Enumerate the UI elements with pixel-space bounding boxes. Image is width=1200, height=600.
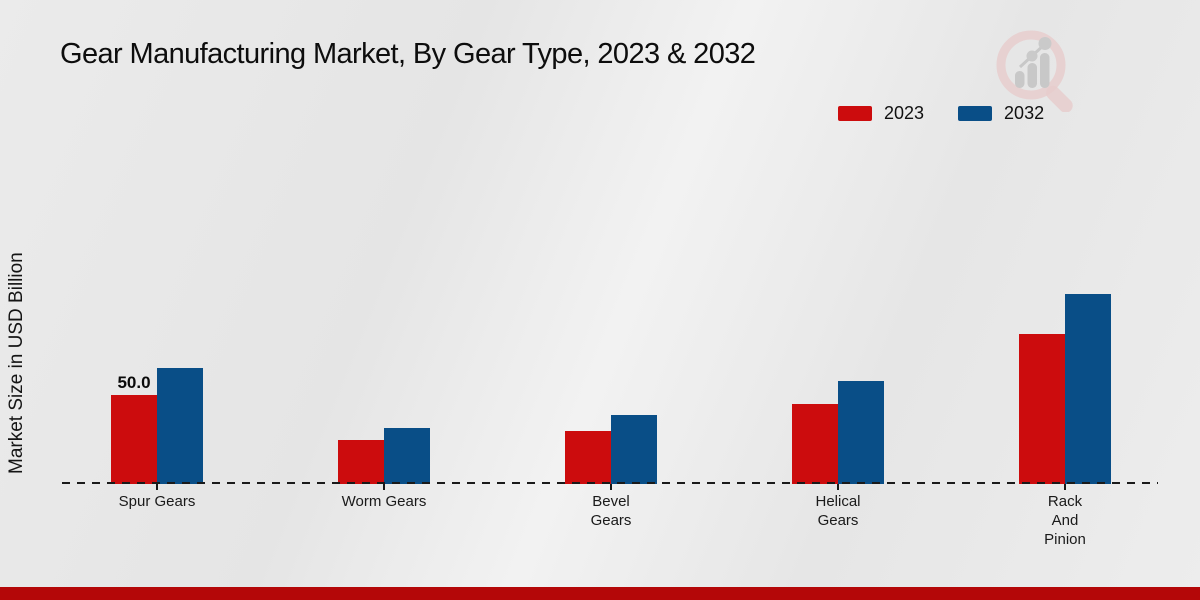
bar-2023-spur-gears — [111, 395, 157, 484]
legend-item-2023: 2023 — [838, 103, 924, 124]
x-axis-tick-helical-gears — [837, 484, 839, 490]
legend: 2023 2032 — [838, 103, 1044, 124]
legend-item-2032: 2032 — [958, 103, 1044, 124]
legend-swatch-2032 — [958, 106, 993, 121]
bar-2023-helical-gears — [792, 404, 838, 484]
legend-label-2023: 2023 — [884, 103, 925, 123]
category-label-rack-and-pinion: Rack And Pinion — [1044, 493, 1086, 548]
x-axis-tick-spur-gears — [156, 484, 158, 490]
bar-group-helical-gears — [792, 381, 884, 484]
x-axis-tick-bevel-gears — [610, 484, 612, 490]
bar-group-bevel-gears — [565, 415, 657, 484]
footer-accent-bar — [0, 587, 1200, 600]
category-label-helical-gears: Helical Gears — [815, 493, 861, 529]
bar-group-rack-and-pinion — [1019, 294, 1111, 484]
bar-2032-spur-gears — [157, 368, 203, 484]
category-label-worm-gears: Worm Gears — [341, 493, 427, 510]
bar-group-spur-gears — [111, 368, 203, 484]
bar-2032-helical-gears — [838, 381, 884, 484]
bar-2023-worm-gears — [338, 440, 384, 484]
x-axis-tick-worm-gears — [383, 484, 385, 490]
x-axis-tick-rack-and-pinion — [1064, 484, 1066, 490]
bar-2032-worm-gears — [384, 428, 430, 484]
legend-label-2032: 2032 — [1004, 103, 1045, 123]
magnifier-bar-chart-icon — [996, 30, 1073, 113]
mrfr-watermark-logo — [990, 26, 1082, 113]
bar-2023-bevel-gears — [565, 431, 611, 484]
data-label-spur-gears-2023: 50.0 — [117, 373, 151, 392]
bar-2023-rack-and-pinion — [1019, 334, 1065, 484]
category-label-bevel-gears: Bevel Gears — [590, 493, 632, 529]
x-axis-baseline — [62, 482, 1158, 484]
category-label-spur-gears: Spur Gears — [118, 493, 196, 510]
bar-group-worm-gears — [338, 428, 430, 484]
chart-title: Gear Manufacturing Market, By Gear Type,… — [60, 38, 756, 70]
bar-2032-bevel-gears — [611, 415, 657, 484]
legend-swatch-2023 — [838, 106, 872, 121]
bar-2032-rack-and-pinion — [1065, 294, 1111, 484]
